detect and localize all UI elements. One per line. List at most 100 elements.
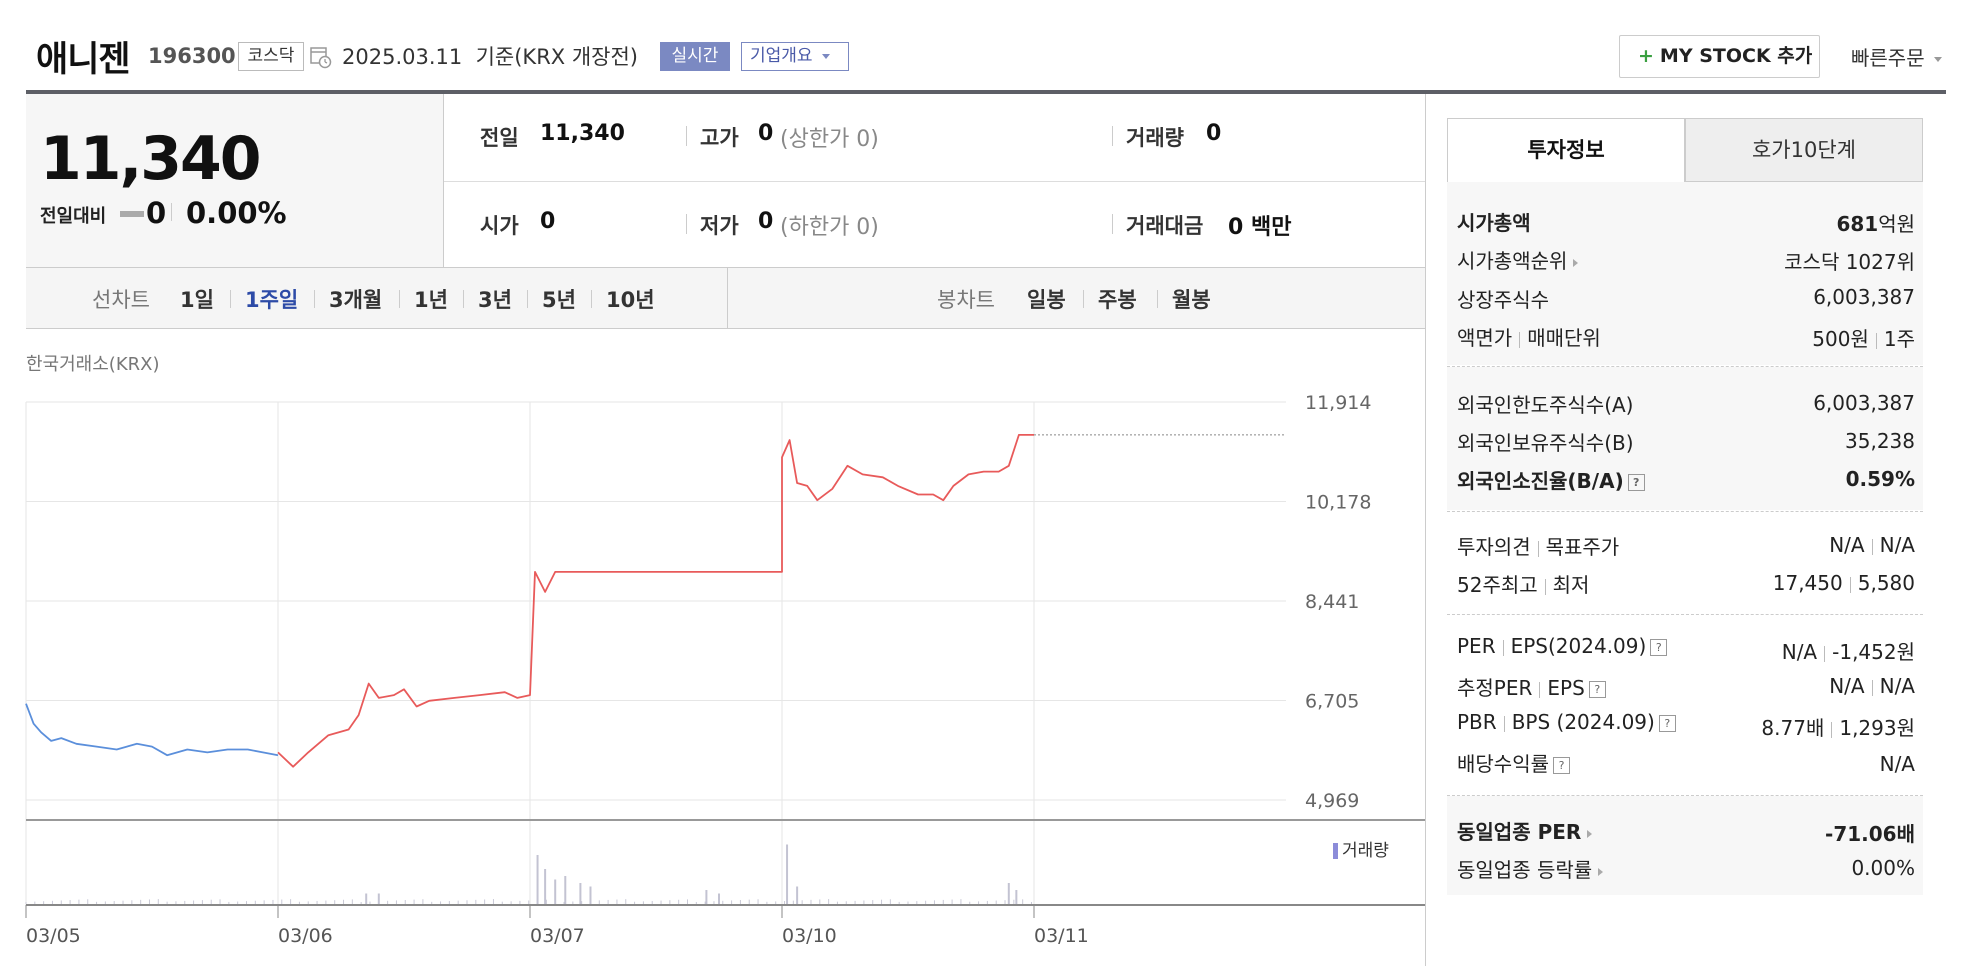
week52-labels: 52주최고 최저 xyxy=(1457,569,1589,598)
market-cap-panel xyxy=(1447,182,1923,365)
pbr-bps-labels: PBR BPS (2024.09)? xyxy=(1457,710,1676,734)
tab-1d[interactable]: 1일 xyxy=(180,288,214,312)
foreign-hold-value: 35,238 xyxy=(1845,429,1915,453)
divider xyxy=(1831,721,1833,738)
divider xyxy=(686,126,687,146)
market-cap-label: 시가총액 xyxy=(1457,211,1531,235)
header-divider xyxy=(26,90,1946,94)
quick-order-button[interactable]: 빠른주문 xyxy=(1851,42,1942,71)
dividend-label: 배당수익률 xyxy=(1457,752,1549,776)
week52-values: 17,450 5,580 xyxy=(1773,571,1915,595)
price-line-down xyxy=(25,703,279,757)
quick-order-label: 빠른주문 xyxy=(1851,46,1925,70)
y-tick-label: 11,914 xyxy=(1305,392,1371,414)
tab-1y[interactable]: 1년 xyxy=(414,288,448,312)
divider xyxy=(1447,511,1923,512)
divider xyxy=(463,290,464,308)
cap-rank-link[interactable]: 시가총액순위 xyxy=(1457,245,1579,274)
price-line-up xyxy=(277,434,1034,768)
divider xyxy=(230,290,231,308)
divider xyxy=(1871,679,1873,696)
tab-invest-info[interactable]: 투자정보 xyxy=(1447,118,1685,182)
industry-rate-link[interactable]: 동일업종 등락률 xyxy=(1457,854,1604,883)
stock-name: 애니젠 xyxy=(36,40,131,80)
divider xyxy=(314,290,315,308)
market-cap-value: 681억원 xyxy=(1836,208,1915,237)
stock-code: 196300 xyxy=(148,44,236,68)
divider xyxy=(1849,576,1851,593)
par-trade-unit-values: 500원 1주 xyxy=(1812,323,1915,352)
change-value: 0 xyxy=(146,196,167,230)
help-icon[interactable]: ? xyxy=(1658,715,1676,732)
shares-value: 6,003,387 xyxy=(1813,285,1915,309)
company-overview-label: 기업개요 xyxy=(750,46,813,66)
price-chart: 11,914 10,178 8,441 6,705 4,969 03/05 03/06 03/… xyxy=(25,392,1425,947)
industry-panel xyxy=(1447,796,1923,895)
dividend-value: N/A xyxy=(1879,752,1915,776)
price-box xyxy=(26,94,444,267)
divider xyxy=(527,290,528,308)
divider xyxy=(399,290,400,308)
low52-value: 5,580 xyxy=(1857,571,1915,595)
volume-legend-label: 거래량 xyxy=(1342,841,1389,861)
divider xyxy=(1503,715,1505,732)
target-value: N/A xyxy=(1879,533,1915,557)
divider xyxy=(1447,795,1923,796)
tab-weekly[interactable]: 주봉 xyxy=(1098,288,1137,312)
market-badge: 코스닥 xyxy=(238,42,304,71)
par-trade-unit-labels: 액면가 매매단위 xyxy=(1457,322,1601,351)
dividend-label-wrap: 배당수익률? xyxy=(1457,748,1570,777)
realtime-button[interactable]: 실시간 xyxy=(660,42,730,71)
foreign-hold-label: 외국인보유주식수(B) xyxy=(1457,431,1634,455)
tab-1w[interactable]: 1주일 xyxy=(245,288,299,312)
help-icon[interactable]: ? xyxy=(1553,757,1570,774)
chevron-down-icon xyxy=(821,53,830,59)
divider xyxy=(1544,578,1546,595)
tab-monthly[interactable]: 월봉 xyxy=(1172,288,1211,312)
x-tick-label: 03/06 xyxy=(278,925,333,947)
divider xyxy=(171,203,172,221)
par-label: 액면가 xyxy=(1457,326,1513,350)
tab-5y[interactable]: 5년 xyxy=(542,288,576,312)
help-icon[interactable]: ? xyxy=(1650,639,1668,656)
volume-legend-swatch xyxy=(1333,843,1338,859)
industry-rate-value: 0.00% xyxy=(1851,856,1915,880)
summary-divider xyxy=(444,181,1425,182)
high-value: 0 xyxy=(758,121,774,146)
per-label: PER xyxy=(1457,634,1496,658)
est-eps-value: N/A xyxy=(1879,674,1915,698)
industry-per-label: 동일업종 PER xyxy=(1457,820,1582,844)
divider xyxy=(1425,94,1426,966)
divider xyxy=(1875,332,1877,349)
add-mystock-button[interactable]: + MY STOCK 추가 xyxy=(1619,35,1820,78)
bps-value: 1,293원 xyxy=(1839,716,1915,740)
foreign-panel xyxy=(1447,367,1923,510)
divider xyxy=(1537,540,1539,557)
est-per-label: 추정PER xyxy=(1457,676,1533,700)
tab-order-book[interactable]: 호가10단계 xyxy=(1685,118,1923,182)
tab-3y[interactable]: 3년 xyxy=(478,288,512,312)
amount-value: 0 백만 xyxy=(1228,215,1292,240)
y-tick-label: 6,705 xyxy=(1305,691,1359,713)
est-per-eps-labels: 추정PER EPS? xyxy=(1457,672,1606,701)
tab-10y[interactable]: 10년 xyxy=(606,288,655,312)
base-date: 2025.03.11 기준(KRX 개장전) xyxy=(342,45,638,69)
help-icon[interactable]: ? xyxy=(1588,681,1606,698)
industry-per-link[interactable]: 동일업종 PER xyxy=(1457,816,1593,845)
change-label: 전일대비 xyxy=(40,206,107,227)
help-icon[interactable]: ? xyxy=(1627,474,1645,491)
divider xyxy=(1447,614,1923,615)
y-tick-label: 10,178 xyxy=(1305,492,1371,514)
trade-unit-label: 매매단위 xyxy=(1527,326,1601,350)
bps-label: BPS (2024.09) xyxy=(1511,710,1655,734)
high52-value: 17,450 xyxy=(1772,571,1843,595)
flat-change-icon xyxy=(120,211,144,217)
tab-daily[interactable]: 일봉 xyxy=(1027,288,1066,312)
company-overview-dropdown[interactable]: 기업개요 xyxy=(741,42,849,71)
high52-label: 52주최고 xyxy=(1457,573,1538,597)
tab-3m[interactable]: 3개월 xyxy=(329,288,383,312)
est-eps-label: EPS xyxy=(1547,676,1585,700)
volume-label: 거래량 xyxy=(1126,126,1184,150)
divider xyxy=(727,268,728,328)
